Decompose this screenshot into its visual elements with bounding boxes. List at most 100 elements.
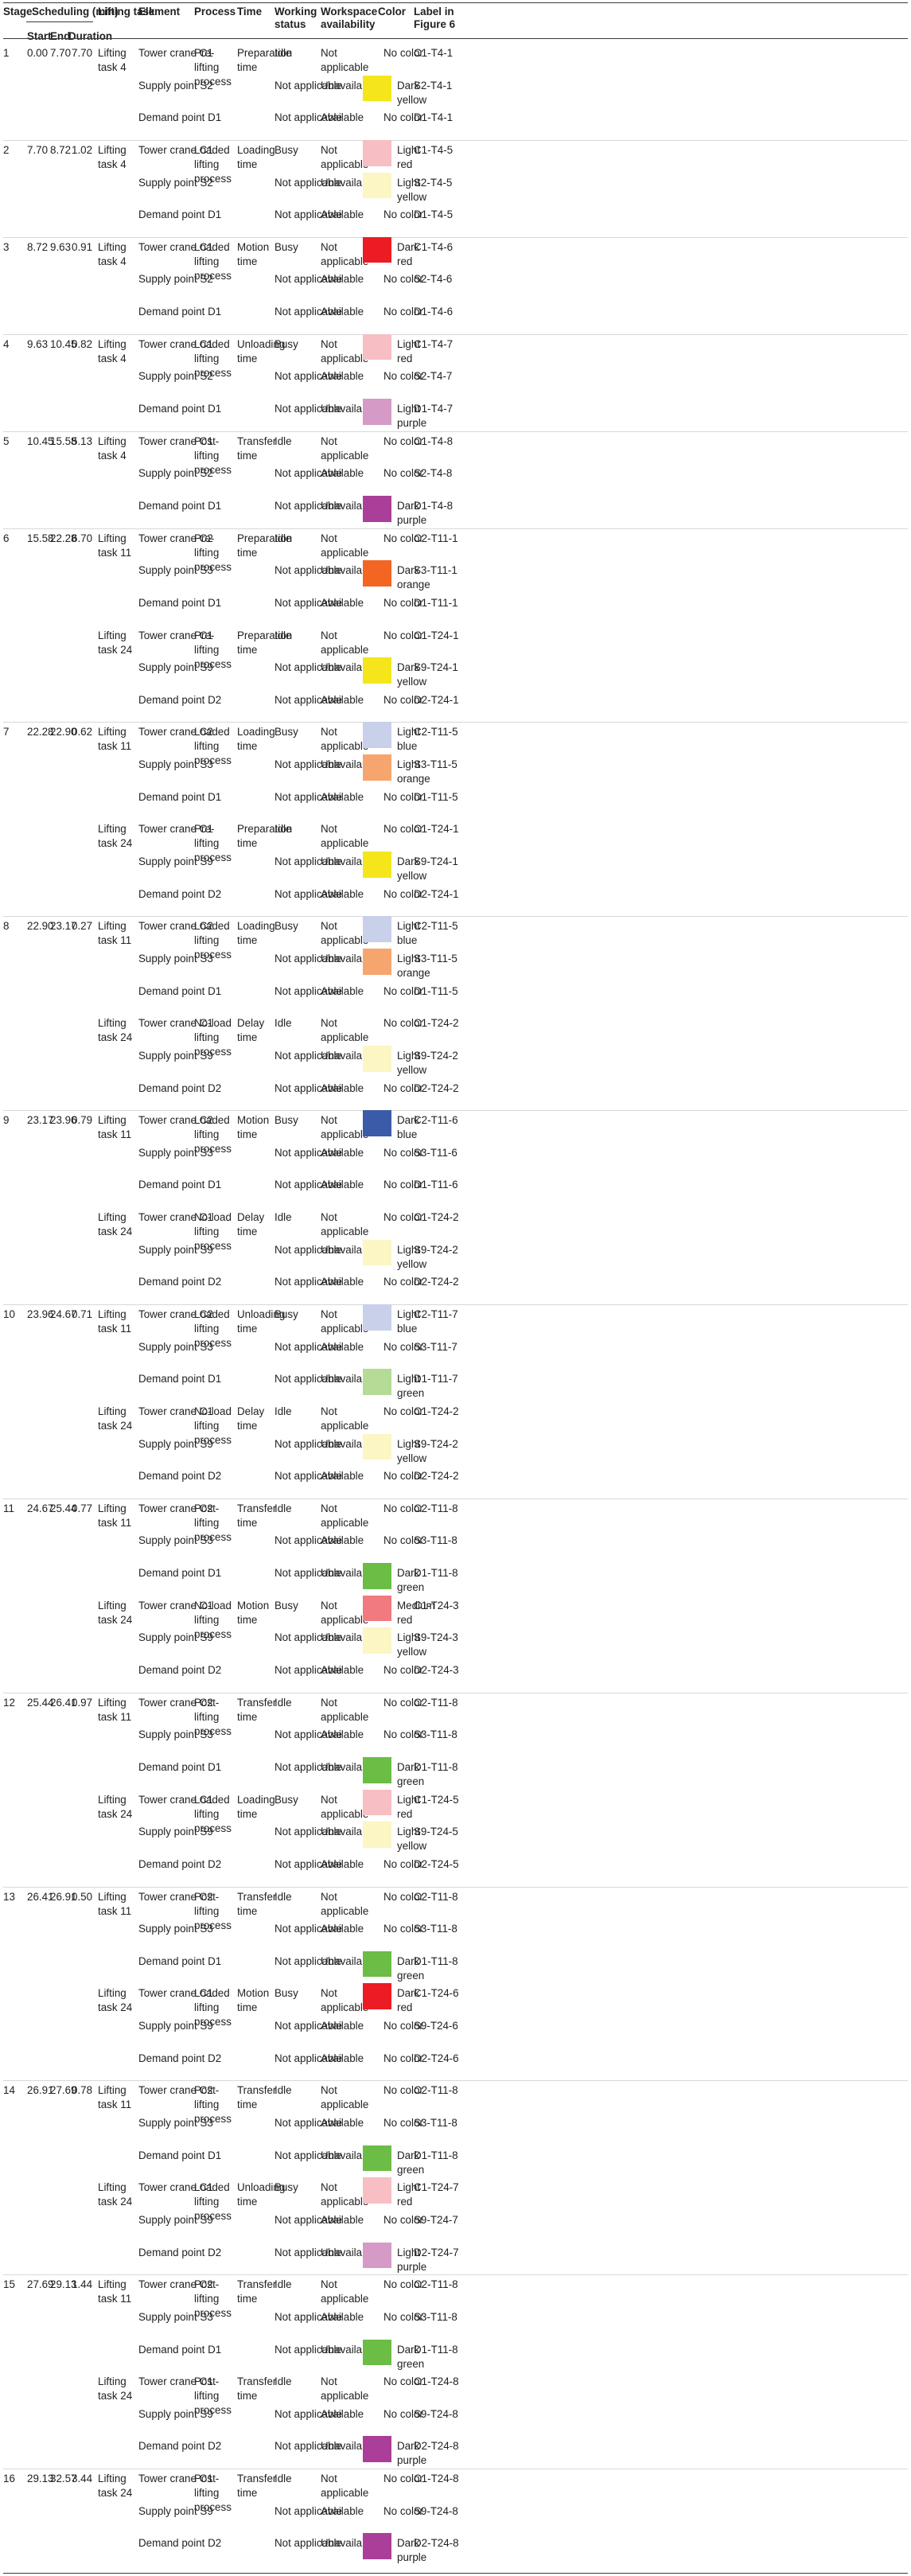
working-status: Not applicable bbox=[274, 1340, 342, 1353]
process: Pre-lifting process bbox=[194, 823, 232, 864]
workspace-availability: Unavailable bbox=[321, 1567, 376, 1580]
working-status: Not applicable bbox=[274, 1631, 342, 1644]
workspace-availability: Not applicable bbox=[321, 240, 369, 267]
color-name: No color bbox=[383, 2020, 423, 2032]
working-status: Not applicable bbox=[274, 2440, 342, 2453]
element-name: Tower crane C2 bbox=[138, 726, 213, 739]
workspace-availability: Unavailable bbox=[321, 2537, 376, 2550]
header-end: End bbox=[50, 30, 71, 42]
working-status: Not applicable bbox=[274, 1728, 342, 1741]
workspace-availability: Not applicable bbox=[321, 47, 369, 73]
color-swatch bbox=[363, 1951, 391, 1978]
working-status: Idle bbox=[274, 47, 292, 59]
stage-end: 9.63 bbox=[50, 240, 72, 253]
workspace-availability: Available bbox=[321, 1470, 364, 1483]
process: Pre-lifting process bbox=[194, 629, 232, 670]
color-name: Light blue bbox=[397, 1308, 421, 1335]
lifting-task: Lifting task 11 bbox=[98, 726, 132, 753]
color-name: No color bbox=[383, 1923, 423, 1935]
working-status: Not applicable bbox=[274, 693, 342, 706]
color-name: Light purple bbox=[397, 403, 427, 430]
color-name: Light blue bbox=[397, 920, 421, 947]
figure-label: C1-T24-6 bbox=[414, 1987, 459, 2000]
workspace-availability: Unavailable bbox=[321, 855, 376, 868]
color-swatch bbox=[363, 657, 391, 684]
time-type: Loading time bbox=[237, 726, 275, 753]
workspace-availability: Unavailable bbox=[321, 403, 376, 415]
stage-number: 13 bbox=[3, 1890, 15, 1903]
stage-end: 26.91 bbox=[50, 1890, 77, 1903]
color-swatch bbox=[363, 916, 391, 942]
workspace-availability: Not applicable bbox=[321, 1017, 369, 1044]
working-status: Not applicable bbox=[274, 176, 342, 189]
lifting-task: Lifting task 24 bbox=[98, 1987, 133, 2014]
element-name: Supply point S3 bbox=[138, 952, 213, 965]
stage-number: 5 bbox=[3, 435, 10, 447]
stage-number: 15 bbox=[3, 2278, 15, 2291]
working-status: Busy bbox=[274, 1599, 298, 1611]
time-type: Delay time bbox=[237, 1405, 265, 1432]
stage-duration: 0.97 bbox=[72, 1696, 93, 1709]
header-scheduling: Scheduling (min) bbox=[32, 6, 119, 18]
header-color: Color bbox=[378, 6, 406, 18]
workspace-availability: Unavailable bbox=[321, 661, 376, 674]
figure-label: D1-T4-1 bbox=[414, 111, 454, 124]
color-name: No color bbox=[383, 887, 423, 900]
stage-start: 25.44 bbox=[27, 1696, 54, 1709]
working-status: Not applicable bbox=[274, 1923, 342, 1935]
process: No-load lifting process bbox=[194, 1599, 232, 1640]
color-swatch bbox=[363, 1595, 391, 1622]
element-name: Tower crane C1 bbox=[138, 1211, 213, 1224]
figure-label: D1-T11-8 bbox=[414, 2343, 458, 2356]
element-name: Supply point S3 bbox=[138, 1146, 213, 1159]
working-status: Idle bbox=[274, 1211, 292, 1224]
workspace-availability: Unavailable bbox=[321, 1049, 376, 1062]
workspace-availability: Unavailable bbox=[321, 1373, 376, 1385]
header-working-status-line1: Working bbox=[274, 6, 317, 18]
working-status: Not applicable bbox=[274, 984, 342, 997]
element-name: Demand point D2 bbox=[138, 693, 222, 706]
element-name: Tower crane C1 bbox=[138, 1987, 213, 2000]
workspace-availability: Not applicable bbox=[321, 1793, 369, 1820]
time-type: Transfer time bbox=[237, 1696, 277, 1723]
header-workspace-line1: Workspace bbox=[321, 6, 378, 18]
element-name: Tower crane C1 bbox=[138, 47, 213, 59]
color-name: Light orange bbox=[397, 758, 430, 785]
stage-end: 26.41 bbox=[50, 1696, 77, 1709]
workspace-availability: Available bbox=[321, 2052, 364, 2064]
color-name: Dark purple bbox=[397, 499, 427, 526]
working-status: Busy bbox=[274, 726, 298, 739]
figure-label: C1-T4-6 bbox=[414, 240, 454, 253]
figure-label: C1-T4-5 bbox=[414, 143, 454, 156]
workspace-availability: Available bbox=[321, 2504, 364, 2517]
working-status: Not applicable bbox=[274, 2020, 342, 2032]
lifting-task: Lifting task 24 bbox=[98, 1599, 133, 1626]
color-name: No color bbox=[383, 208, 423, 221]
element-name: Tower crane C1 bbox=[138, 2181, 213, 2194]
time-type: Transfer time bbox=[237, 2473, 277, 2500]
time-type: Preparation time bbox=[237, 532, 293, 559]
figure-label: C1-T4-1 bbox=[414, 47, 454, 59]
stage-separator bbox=[3, 139, 908, 141]
process: Post-lifting process bbox=[194, 1502, 232, 1543]
stage-duration: 6.70 bbox=[72, 532, 93, 544]
element-name: Supply point S3 bbox=[138, 1534, 213, 1547]
element-name: Tower crane C2 bbox=[138, 1114, 213, 1127]
figure-label: C1-T24-1 bbox=[414, 823, 459, 836]
color-name: No color bbox=[383, 2375, 423, 2388]
lifting-task: Lifting task 4 bbox=[98, 143, 127, 170]
element-name: Demand point D1 bbox=[138, 306, 222, 318]
working-status: Not applicable bbox=[274, 661, 342, 674]
working-status: Idle bbox=[274, 2278, 292, 2291]
color-name: No color bbox=[383, 47, 423, 59]
figure-label: C2-T11-8 bbox=[414, 2278, 458, 2291]
element-name: Supply point S9 bbox=[138, 1049, 213, 1062]
time-type: Loading time bbox=[237, 920, 275, 947]
element-name: Supply point S3 bbox=[138, 1923, 213, 1935]
workspace-availability: Unavailable bbox=[321, 952, 376, 965]
workspace-availability: Not applicable bbox=[321, 2084, 369, 2111]
figure-label: D2-T24-1 bbox=[414, 887, 459, 900]
process: Loaded lifting process bbox=[194, 920, 232, 961]
process: Post-lifting process bbox=[194, 2375, 232, 2417]
workspace-availability: Unavailable bbox=[321, 1437, 376, 1450]
